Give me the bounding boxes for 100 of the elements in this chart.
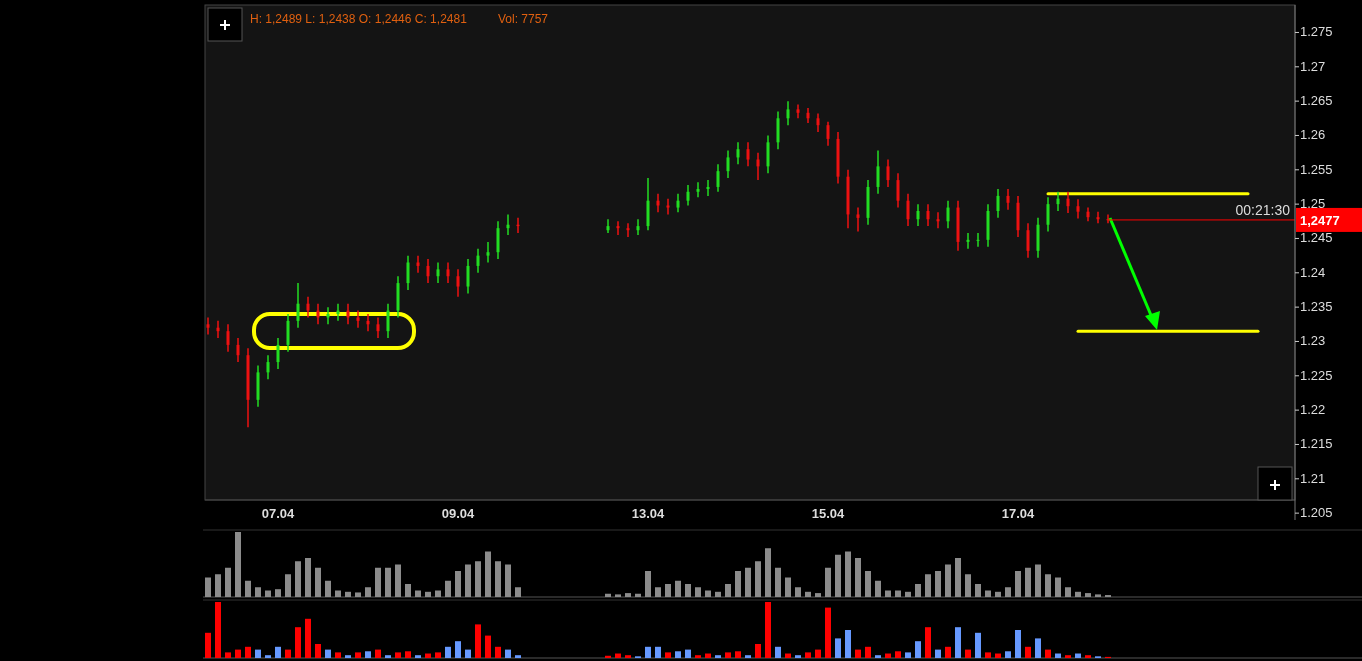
bar	[405, 584, 411, 597]
candlestick	[426, 258, 430, 284]
candlestick	[746, 141, 750, 168]
bar	[845, 551, 851, 597]
bar	[355, 652, 361, 658]
bar	[875, 580, 881, 597]
bar	[515, 655, 521, 658]
bar	[445, 580, 451, 597]
bar	[885, 590, 891, 597]
bar	[665, 652, 671, 658]
candlestick	[476, 248, 480, 274]
bar	[415, 590, 421, 597]
bar	[345, 655, 351, 658]
candlestick	[636, 218, 640, 236]
y-tick-label: 1.26	[1300, 127, 1326, 143]
bar	[455, 571, 461, 597]
bar	[625, 655, 631, 658]
bar	[465, 564, 471, 597]
bar	[975, 584, 981, 597]
bar	[485, 635, 491, 658]
bar	[315, 567, 321, 597]
x-tick-label: 07.04	[261, 506, 296, 521]
bar	[655, 587, 661, 597]
bar	[265, 590, 271, 597]
candlestick	[676, 193, 680, 214]
candlestick	[226, 323, 230, 353]
bar	[235, 649, 241, 658]
bar	[615, 594, 621, 597]
bar	[475, 624, 481, 658]
bar	[235, 532, 241, 597]
candlestick	[896, 172, 900, 209]
bar	[215, 602, 221, 658]
bar	[965, 649, 971, 658]
candlestick	[626, 222, 630, 238]
bar	[315, 644, 321, 658]
bar	[625, 593, 631, 597]
annotation: Vol: 7757	[498, 12, 549, 26]
y-tick-label: 1.24	[1300, 264, 1326, 280]
bar	[815, 593, 821, 597]
bar	[405, 651, 411, 658]
bar	[1035, 564, 1041, 597]
candlestick	[416, 254, 420, 274]
bar	[995, 591, 1001, 597]
bar	[725, 584, 731, 597]
candlestick	[906, 193, 910, 227]
y-tick-label: 1.225	[1300, 367, 1333, 383]
y-tick-label: 1.23	[1300, 333, 1326, 349]
bar	[825, 607, 831, 658]
candlestick	[946, 199, 950, 229]
candlestick	[436, 261, 440, 284]
candlestick	[736, 141, 740, 166]
bar	[805, 652, 811, 658]
bar	[515, 587, 521, 597]
bar	[605, 593, 611, 597]
bar	[755, 644, 761, 658]
candlestick	[686, 184, 690, 207]
bar	[505, 649, 511, 658]
candlestick	[456, 268, 460, 298]
bar	[745, 655, 751, 658]
bar	[385, 655, 391, 658]
bar	[655, 646, 661, 658]
bar	[945, 564, 951, 597]
candlestick	[506, 213, 510, 236]
bar	[375, 649, 381, 658]
candlestick	[1076, 198, 1080, 220]
bar	[755, 561, 761, 597]
bar	[325, 649, 331, 658]
candlestick	[696, 181, 700, 199]
candlestick	[486, 241, 490, 264]
candlestick	[876, 149, 880, 195]
y-tick-label: 1.215	[1300, 436, 1333, 452]
bar	[865, 646, 871, 658]
bar	[925, 627, 931, 658]
bar	[675, 651, 681, 658]
bar	[495, 561, 501, 597]
bar	[765, 548, 771, 597]
candlestick	[376, 316, 380, 339]
bar	[695, 655, 701, 658]
bar	[645, 646, 651, 658]
bar	[255, 587, 261, 597]
x-tick-label: 15.04	[811, 506, 846, 521]
bar	[825, 567, 831, 597]
bar	[385, 567, 391, 597]
candlestick	[916, 203, 920, 227]
bar	[715, 655, 721, 658]
bar	[1085, 655, 1091, 658]
bar	[1045, 574, 1051, 597]
bar	[435, 652, 441, 658]
candlestick	[966, 232, 970, 250]
bar	[945, 646, 951, 658]
bar	[285, 649, 291, 658]
bar	[855, 558, 861, 597]
bar	[915, 641, 921, 658]
candlestick	[466, 258, 470, 295]
annotation: 00:21:30	[1235, 201, 1291, 218]
bar	[785, 577, 791, 597]
bar	[1065, 655, 1071, 658]
bar	[705, 590, 711, 597]
bar	[285, 574, 291, 597]
candlestick	[306, 296, 310, 319]
